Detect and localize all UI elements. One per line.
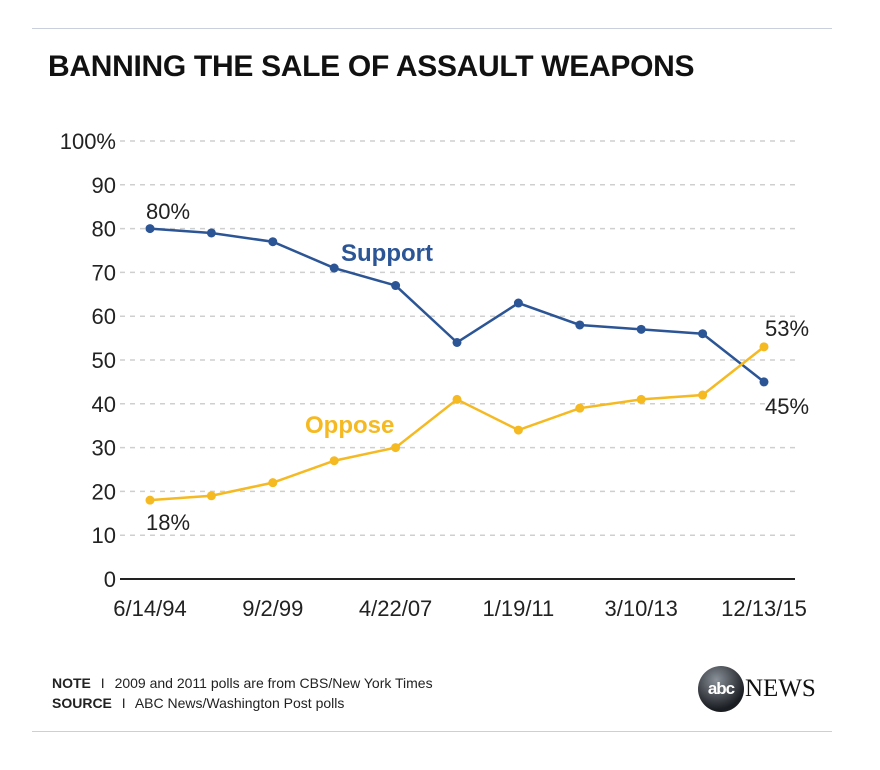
data-point-oppose <box>698 390 708 400</box>
source-text: ABC News/Washington Post polls <box>134 695 345 711</box>
abc-logo-mark: abc <box>698 666 744 712</box>
separator: I <box>121 695 126 711</box>
x-tick-label: 1/19/11 <box>483 596 555 621</box>
y-tick-label: 20 <box>92 479 116 504</box>
data-point-support <box>759 377 769 387</box>
y-tick-label: 60 <box>92 304 116 329</box>
data-point-oppose <box>206 491 216 501</box>
abc-news-logo: abc NEWS <box>698 666 816 712</box>
legend-label-oppose: Oppose <box>305 412 394 439</box>
y-tick-label: 90 <box>92 173 116 198</box>
data-point-oppose <box>391 443 401 453</box>
note-label: NOTE <box>52 675 91 691</box>
top-rule <box>32 28 832 29</box>
news-logo-text: NEWS <box>745 675 816 702</box>
data-point-support <box>206 228 216 238</box>
data-label-support-start: 80% <box>146 199 190 224</box>
legend-label-support: Support <box>341 240 433 267</box>
data-point-oppose <box>513 425 523 435</box>
x-tick-label: 6/14/94 <box>113 596 186 621</box>
data-point-oppose <box>329 456 339 466</box>
x-tick-label: 9/2/99 <box>242 596 303 621</box>
y-tick-label: 10 <box>92 523 116 548</box>
y-tick-label: 100% <box>60 129 116 154</box>
data-point-support <box>268 237 278 247</box>
note-text: 2009 and 2011 polls are from CBS/New Yor… <box>114 675 433 691</box>
bottom-rule <box>32 731 832 732</box>
data-point-oppose <box>145 495 155 505</box>
source-label: SOURCE <box>52 695 112 711</box>
footer-note: NOTE I 2009 and 2011 polls are from CBS/… <box>52 675 433 691</box>
data-point-oppose <box>636 394 646 404</box>
y-tick-label: 50 <box>92 348 116 373</box>
data-point-support <box>698 329 708 339</box>
series-line-support <box>149 227 765 383</box>
y-tick-label: 0 <box>104 567 116 592</box>
series-line-oppose <box>149 345 765 502</box>
y-tick-label: 80 <box>92 217 116 242</box>
data-point-oppose <box>575 403 585 413</box>
data-label-oppose-end: 53% <box>765 316 809 341</box>
data-point-oppose <box>452 394 462 404</box>
data-point-support <box>513 298 523 308</box>
x-tick-label: 4/22/07 <box>359 596 432 621</box>
separator: I <box>100 675 105 691</box>
data-point-support <box>145 224 155 234</box>
x-tick-label: 3/10/13 <box>604 596 677 621</box>
x-tick-label: 12/13/15 <box>721 596 807 621</box>
y-tick-label: 30 <box>92 436 116 461</box>
y-tick-label: 40 <box>92 392 116 417</box>
footer-source: SOURCE I ABC News/Washington Post polls <box>52 695 344 711</box>
data-point-support <box>391 281 401 291</box>
data-point-support <box>575 320 585 330</box>
data-point-oppose <box>759 342 769 352</box>
data-point-support <box>329 263 339 273</box>
chart-title: BANNING THE SALE OF ASSAULT WEAPONS <box>48 50 695 83</box>
data-point-support <box>636 324 646 334</box>
data-label-oppose-start: 18% <box>146 510 190 535</box>
data-point-oppose <box>268 478 278 488</box>
data-point-support <box>452 337 462 347</box>
y-tick-label: 70 <box>92 260 116 285</box>
data-label-support-end: 45% <box>765 394 809 419</box>
